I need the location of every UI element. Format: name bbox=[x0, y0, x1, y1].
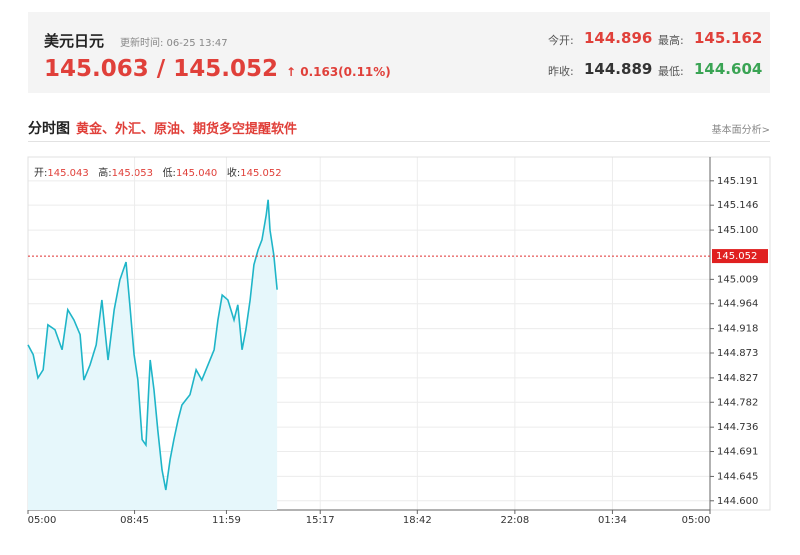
stat-value: 144.604 bbox=[694, 60, 763, 78]
price: 145.052 bbox=[173, 56, 278, 82]
y-tick-label: 144.600 bbox=[717, 496, 758, 507]
ohlc-value: 145.043 bbox=[47, 168, 89, 179]
area-fill bbox=[28, 199, 278, 510]
x-tick-label: 01:34 bbox=[598, 515, 627, 526]
y-tick-label: 144.736 bbox=[717, 422, 758, 433]
stat-value: 145.162 bbox=[694, 29, 763, 47]
current-price-label: 145.052 bbox=[716, 251, 757, 262]
stat-label: 今开: bbox=[548, 34, 574, 47]
symbol-name: 美元日元 bbox=[44, 32, 105, 50]
divider bbox=[28, 141, 770, 142]
x-tick-label: 18:42 bbox=[403, 515, 432, 526]
stat-value: 144.896 bbox=[584, 29, 653, 47]
y-tick-label: 144.645 bbox=[717, 471, 758, 482]
ohlc-label: 高: bbox=[98, 168, 112, 179]
y-tick-label: 144.691 bbox=[717, 447, 758, 458]
price-line bbox=[27, 199, 278, 491]
y-tick-label: 144.964 bbox=[717, 299, 758, 310]
y-tick-label: 145.191 bbox=[717, 176, 758, 187]
x-tick-label: 05:00 bbox=[28, 515, 57, 526]
ohlc-label: 开: bbox=[34, 168, 48, 179]
y-tick-label: 144.782 bbox=[717, 397, 758, 408]
promo-link[interactable]: 黄金、外汇、原油、期货多空提醒软件 bbox=[76, 122, 298, 137]
ohlc-value: 145.040 bbox=[175, 168, 218, 179]
ohlc-info: 开:145.043 高:145.053 低:145.040 收:145.052 bbox=[34, 164, 282, 179]
stat-label: 昨收: bbox=[548, 65, 574, 78]
y-tick-label: 145.009 bbox=[717, 274, 758, 285]
change: ↑ 0.163(0.11%) bbox=[285, 65, 391, 79]
stat-value: 144.889 bbox=[584, 60, 653, 78]
ohlc-value: 145.053 bbox=[111, 168, 154, 179]
x-tick-label: 15:17 bbox=[306, 515, 335, 526]
x-tick-label: 08:45 bbox=[120, 515, 149, 526]
analysis-link[interactable]: 基本面分析> bbox=[711, 125, 770, 136]
y-tick-label: 145.100 bbox=[717, 225, 758, 236]
x-tick-label: 05:00 bbox=[682, 515, 711, 526]
y-tick-label: 144.918 bbox=[717, 324, 758, 335]
ohlc-value: 145.052 bbox=[240, 168, 282, 179]
separator: / bbox=[156, 56, 166, 82]
quote-header bbox=[28, 12, 770, 93]
price: 145.063 bbox=[44, 56, 149, 82]
ohlc-label: 低: bbox=[162, 168, 176, 179]
y-tick-label: 144.827 bbox=[717, 373, 758, 384]
section-title: 分时图 bbox=[28, 121, 70, 137]
ohlc-label: 收: bbox=[226, 168, 241, 179]
stat-label: 最高: bbox=[658, 34, 684, 47]
update-time: 更新时间: 06-25 13:47 bbox=[120, 38, 228, 49]
y-tick-label: 144.873 bbox=[717, 348, 758, 359]
x-tick-label: 22:08 bbox=[500, 515, 529, 526]
y-tick-label: 145.146 bbox=[717, 200, 758, 211]
stat-label: 最低: bbox=[658, 65, 684, 78]
current-price-box bbox=[712, 249, 768, 264]
x-tick-label: 11:59 bbox=[212, 515, 241, 526]
